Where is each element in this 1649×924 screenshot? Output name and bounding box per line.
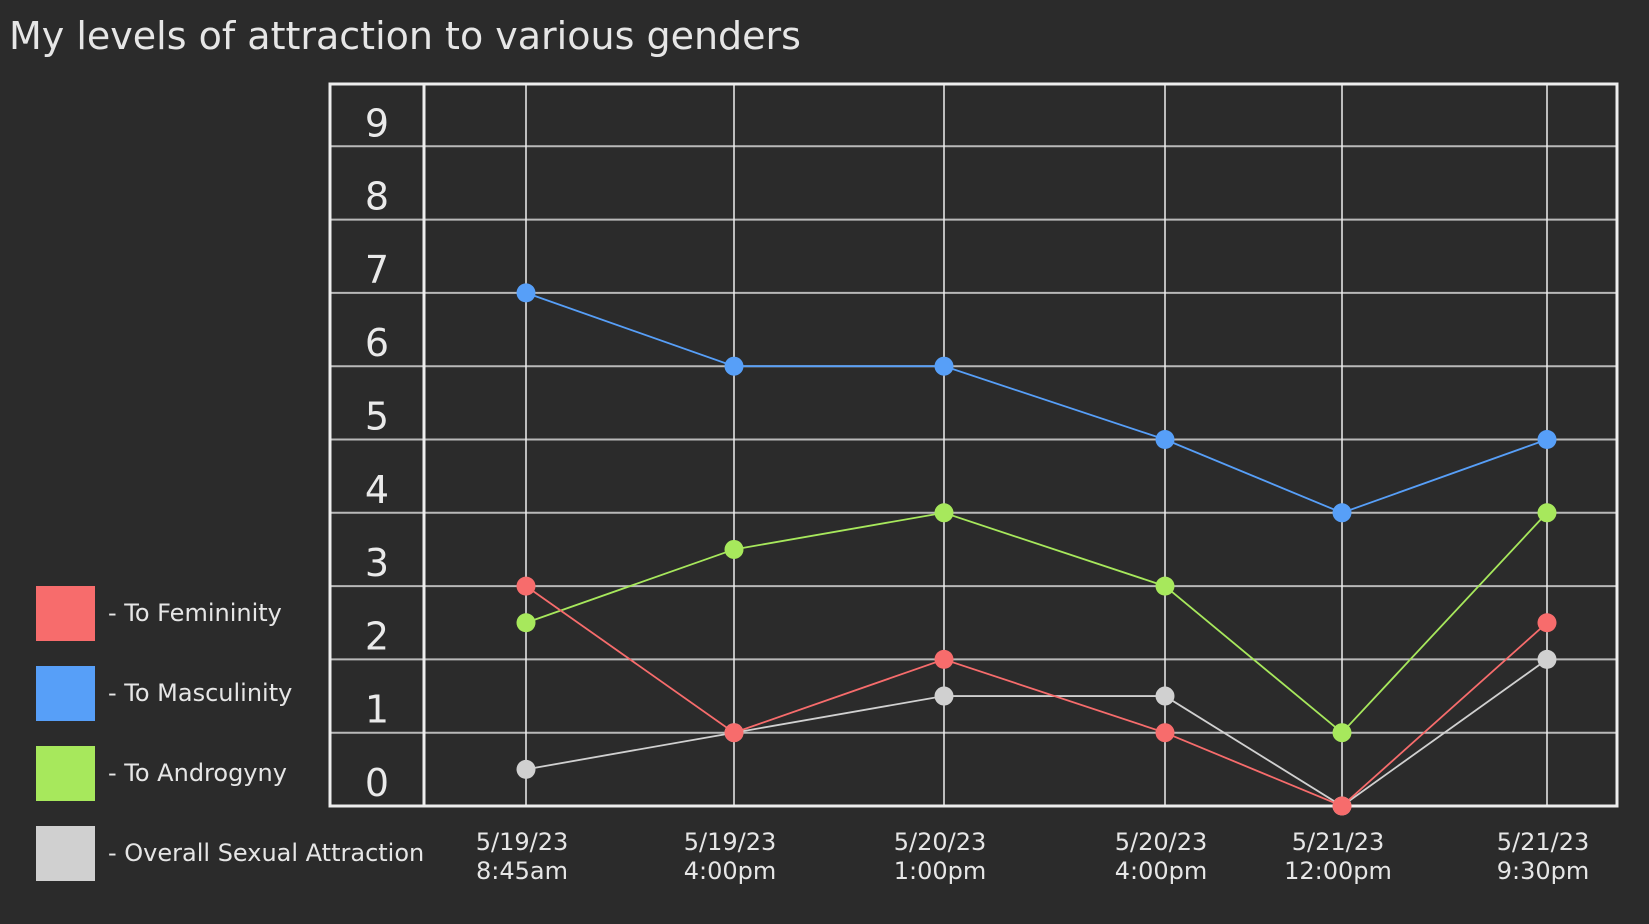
y-tick-label: 5 xyxy=(365,395,389,439)
data-point xyxy=(516,613,536,633)
data-point xyxy=(516,283,536,303)
data-point xyxy=(1155,576,1175,596)
data-point xyxy=(724,723,744,743)
data-point xyxy=(724,356,744,376)
legend-item: - Overall Sexual Attraction xyxy=(36,825,424,881)
data-point xyxy=(1537,649,1557,669)
legend-swatch xyxy=(36,745,95,801)
legend-swatch xyxy=(36,665,95,721)
legend-item: - To Androgyny xyxy=(36,745,287,801)
y-tick-label: 3 xyxy=(365,541,389,585)
plot-frame xyxy=(328,82,1619,808)
x-tick-label: 5/21/23 12:00pm xyxy=(1284,828,1392,885)
data-point xyxy=(1332,796,1352,816)
legend-label: - To Femininity xyxy=(108,599,282,627)
y-tick-label: 6 xyxy=(365,321,389,365)
data-point xyxy=(934,649,954,669)
y-tick-label: 9 xyxy=(365,101,389,145)
legend-label: - Overall Sexual Attraction xyxy=(108,839,425,867)
series-line xyxy=(525,585,1548,808)
data-point xyxy=(1332,723,1352,743)
legend-label: - To Androgyny xyxy=(108,759,287,787)
data-point xyxy=(724,539,744,559)
x-tick-label: 5/21/23 9:30pm xyxy=(1497,828,1590,885)
data-point xyxy=(516,576,536,596)
y-tick-label: 2 xyxy=(365,614,389,658)
data-point xyxy=(1155,723,1175,743)
series-line xyxy=(525,511,1548,734)
x-tick-label: 5/19/23 4:00pm xyxy=(684,828,777,885)
data-point xyxy=(934,356,954,376)
x-tick-label: 5/20/23 4:00pm xyxy=(1115,828,1208,885)
data-point xyxy=(1155,686,1175,706)
legend-item: - To Femininity xyxy=(36,585,282,641)
y-tick-label: 8 xyxy=(365,175,389,219)
data-point xyxy=(934,686,954,706)
data-point xyxy=(1537,503,1557,523)
legend-swatch xyxy=(36,825,95,881)
legend-swatch xyxy=(36,585,95,641)
legend-label: - To Masculinity xyxy=(108,679,293,707)
data-point xyxy=(1537,613,1557,633)
x-tick-label: 5/20/23 1:00pm xyxy=(894,828,987,885)
data-point xyxy=(1332,503,1352,523)
data-point xyxy=(516,759,536,779)
data-point xyxy=(1155,430,1175,449)
x-tick-label: 5/19/23 8:45am xyxy=(476,828,569,885)
y-tick-label: 1 xyxy=(365,688,389,732)
legend-item: - To Masculinity xyxy=(36,665,292,721)
data-point xyxy=(1537,430,1557,449)
series-line xyxy=(525,292,1548,514)
y-tick-label: 4 xyxy=(365,468,389,512)
y-tick-label: 7 xyxy=(365,248,389,292)
data-point xyxy=(934,503,954,523)
y-tick-label: 0 xyxy=(365,761,389,805)
chart-title: My levels of attraction to various gende… xyxy=(9,14,801,58)
